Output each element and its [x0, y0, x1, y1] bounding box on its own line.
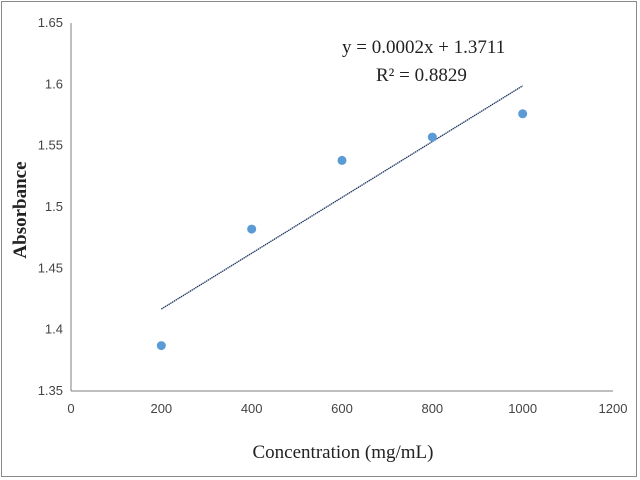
y-tick-label: 1.45 [38, 260, 63, 275]
x-tick-labels: 0 200 400 600 800 1000 1200 [67, 401, 627, 416]
y-tick-labels: 1.35 1.4 1.45 1.5 1.55 1.6 1.65 [38, 15, 63, 398]
data-point [518, 109, 528, 119]
data-point [337, 155, 347, 165]
y-tick-label: 1.35 [38, 383, 63, 398]
x-axis-title: Concentration (mg/mL) [253, 442, 434, 463]
trendline-equation: y = 0.0002x + 1.3711 [342, 37, 505, 58]
data-points [156, 109, 528, 351]
x-tick-label: 0 [67, 401, 74, 416]
axes [70, 23, 613, 392]
y-tick-label: 1.6 [45, 76, 63, 91]
y-tick-label: 1.55 [38, 138, 63, 153]
y-axis-title: Absorbance [10, 161, 31, 258]
y-tick-label: 1.4 [45, 322, 63, 337]
x-tick-label: 400 [241, 401, 263, 416]
data-point [427, 132, 437, 142]
trendline [160, 85, 524, 310]
y-tick-label: 1.5 [45, 199, 63, 214]
x-tick-label: 800 [421, 401, 443, 416]
data-point [156, 341, 166, 351]
x-tick-label: 1200 [599, 401, 628, 416]
x-tick-label: 1000 [508, 401, 537, 416]
data-point [247, 224, 257, 234]
y-tick-label: 1.65 [38, 15, 63, 30]
x-tick-label: 200 [150, 401, 172, 416]
trendline-group [160, 85, 524, 310]
x-tick-label: 600 [331, 401, 353, 416]
r-squared-label: R² = 0.8829 [376, 65, 467, 86]
